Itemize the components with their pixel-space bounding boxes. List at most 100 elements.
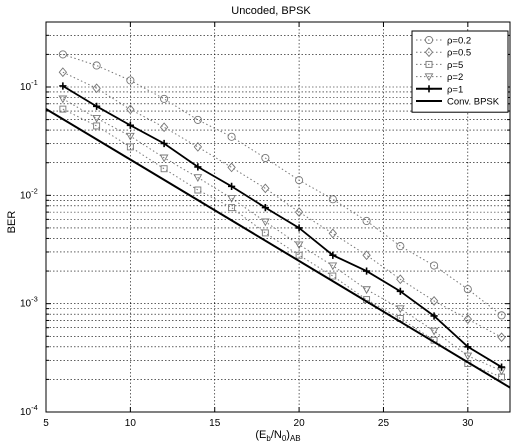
data-point-plus: [295, 224, 303, 232]
axis-ticks: 5 10 15 20 25 30 10-1 10-2 10-3 10-4: [20, 22, 510, 429]
data-point-plus: [126, 121, 134, 129]
data-point-diamond: [429, 296, 439, 306]
legend-box: [411, 30, 509, 113]
data-point-diamond: [92, 83, 101, 94]
legend-item: ρ=1: [416, 84, 463, 95]
data-point-diamond: [362, 250, 371, 261]
data-point-diamond: [463, 314, 473, 325]
legend-label: ρ=1: [447, 84, 463, 95]
legend-label: ρ=5: [447, 60, 463, 71]
data-point-plus: [430, 312, 438, 320]
legend-item: ρ=5: [416, 60, 463, 71]
data-point-circle: [227, 132, 236, 141]
data-point-plus: [362, 267, 371, 275]
legend-item: ρ=0.5: [416, 47, 471, 59]
data-point-triangle: [294, 241, 304, 250]
data-point-diamond: [328, 228, 338, 239]
data-point-circle: [193, 115, 202, 124]
data-point-circle: [430, 261, 439, 270]
series-0: [58, 50, 506, 320]
data-point-diamond: [159, 122, 169, 133]
data-point-square: [329, 272, 337, 280]
data-point-plus: [261, 204, 269, 212]
legend-label: ρ=2: [447, 72, 463, 83]
x-tick-label: 25: [378, 418, 390, 429]
data-point-diamond: [396, 274, 405, 285]
legend-label: Conv. BPSK: [447, 97, 500, 108]
data-point-circle: [58, 50, 67, 59]
x-axis-label: (Eb/N0)AB: [255, 429, 300, 443]
data-point-square: [261, 229, 269, 237]
data-point-square: [160, 165, 168, 173]
legend: ρ=0.2ρ=0.5ρ=5ρ=2ρ=1 Conv. BPSK: [411, 30, 509, 113]
series-1: [58, 67, 506, 343]
data-point-diamond: [424, 47, 434, 58]
data-point-plus: [228, 182, 236, 190]
x-tick-label: 5: [43, 418, 49, 429]
x-tick-label: 30: [462, 418, 474, 429]
grid: [46, 22, 510, 412]
data-point-triangle: [92, 114, 101, 123]
data-point-diamond: [126, 104, 135, 115]
series-5: [45, 108, 511, 389]
chart-title: Uncoded, BPSK: [231, 5, 311, 17]
data-point-triangle: [424, 73, 434, 82]
data-point-square: [425, 60, 433, 68]
data-point-triangle: [193, 174, 203, 183]
data-point-triangle: [362, 286, 371, 295]
data-point-triangle: [227, 194, 236, 203]
data-point-diamond: [193, 141, 203, 152]
data-point-circle: [261, 153, 270, 163]
x-tick-label: 15: [209, 418, 221, 429]
legend-label: ρ=0.5: [447, 48, 471, 59]
series-2: [59, 105, 506, 381]
data-point-diamond: [58, 67, 68, 78]
data-point-circle: [160, 94, 169, 103]
data-point-diamond: [497, 332, 506, 343]
data-point-circle: [295, 176, 304, 185]
series-3: [58, 95, 506, 376]
data-point-triangle: [58, 95, 68, 104]
x-tick-label: 20: [294, 418, 306, 429]
data-point-plus: [425, 85, 433, 93]
y-tick-label: 10-3: [20, 295, 38, 310]
data-point-plus: [160, 139, 168, 148]
data-point-square: [59, 105, 67, 113]
data-point-triangle: [395, 305, 405, 314]
y-axis-label: BER: [6, 211, 18, 234]
series-line: [45, 108, 511, 389]
series-line: [62, 85, 503, 368]
data-point-square: [194, 186, 202, 194]
data-point-circle: [396, 242, 405, 251]
series-line: [62, 98, 502, 372]
data-point-triangle: [463, 352, 473, 361]
y-tick-label: 10-1: [20, 78, 38, 93]
legend-item: ρ=0.2: [416, 36, 471, 47]
series-4: [59, 82, 506, 371]
data-point-square: [126, 143, 134, 151]
plot-frame: [45, 21, 511, 413]
data-point-circle: [126, 76, 135, 85]
data-point-square: [295, 251, 303, 259]
data-point-triangle: [125, 132, 135, 141]
data-point-circle: [424, 35, 434, 45]
data-point-triangle: [328, 262, 338, 271]
y-tick-label: 10-4: [20, 403, 38, 418]
series-line: [62, 53, 502, 316]
data-point-square: [228, 204, 236, 212]
data-point-circle: [463, 285, 472, 294]
data-point-plus: [396, 287, 404, 295]
data-point-diamond: [294, 207, 304, 218]
data-point-circle: [497, 311, 506, 320]
series-line: [62, 108, 502, 378]
y-tick-label: 10-2: [20, 186, 38, 201]
data-point-triangle: [260, 218, 270, 227]
data-point-triangle: [159, 154, 169, 163]
data-point-plus: [329, 251, 337, 259]
data-point-square: [93, 122, 101, 130]
legend-item: ρ=2: [416, 72, 463, 83]
legend-label: ρ=0.2: [447, 36, 471, 47]
data-point-circle: [362, 216, 371, 226]
data-point-diamond: [227, 162, 236, 173]
